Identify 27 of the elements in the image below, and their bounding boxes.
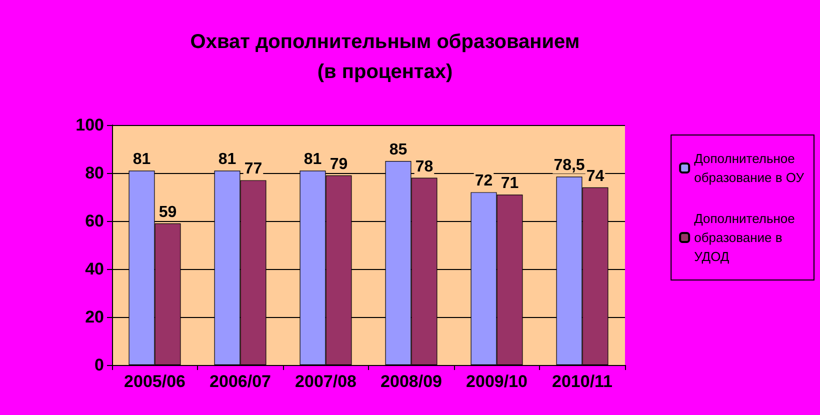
data-label: 81 <box>132 151 151 168</box>
x-tick-label: 2006/07 <box>210 372 271 391</box>
x-tick-label: 2009/10 <box>466 372 528 391</box>
data-label: 59 <box>158 204 177 221</box>
data-label: 81 <box>218 151 236 168</box>
data-label: 74 <box>586 168 604 185</box>
data-label: 78,5 <box>554 157 585 174</box>
x-tick-label: 2008/09 <box>380 372 442 391</box>
x-tick-label: 2005/06 <box>124 372 186 391</box>
data-label: 78 <box>415 158 434 176</box>
chart-title: Охват дополнительным образованием (в процентах) <box>190 31 580 83</box>
data-label: 71 <box>500 175 519 192</box>
data-label: 79 <box>330 156 348 173</box>
y-tick-label: 20 <box>85 308 104 326</box>
y-tick-label: 40 <box>85 260 104 278</box>
y-tick-label: 80 <box>85 164 104 182</box>
y-tick-label: 60 <box>85 212 104 230</box>
legend-label: Дополнительное образование в УДОД <box>694 211 795 264</box>
data-label: 72 <box>474 172 493 190</box>
x-tick-label: 2007/08 <box>295 372 356 391</box>
data-label: 85 <box>389 142 408 158</box>
legend-label: Дополнительное образование в ОУ <box>694 151 805 185</box>
x-tick-label: 2010/11 <box>552 372 613 391</box>
y-tick-label: 100 <box>76 116 104 134</box>
data-label: 77 <box>244 160 262 178</box>
y-tick-label: 0 <box>94 356 104 374</box>
data-label: 81 <box>304 151 322 168</box>
